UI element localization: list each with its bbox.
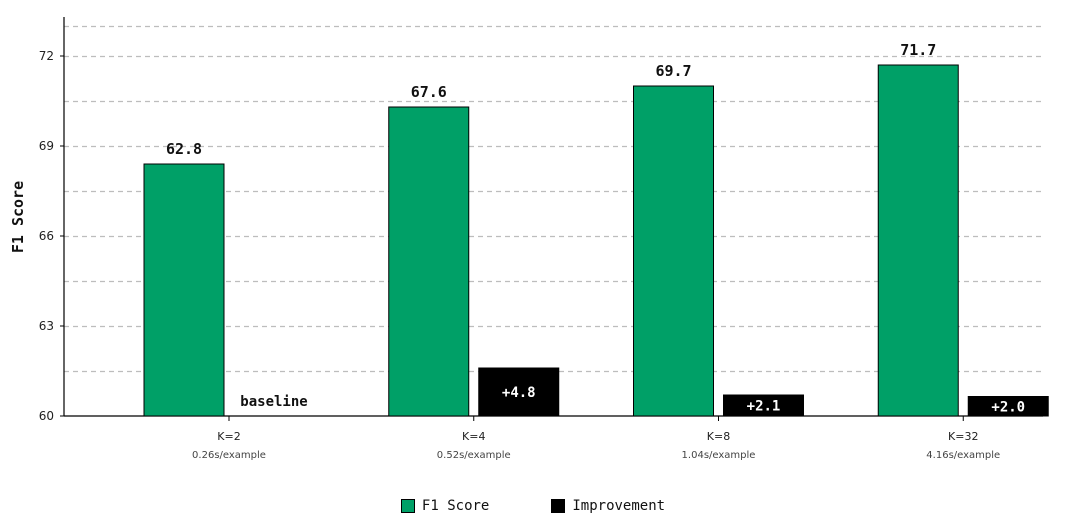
bar-f1-score: [388, 106, 470, 417]
improvement-value-label: +2.1: [747, 399, 781, 415]
bar-value-label: 62.8: [166, 140, 202, 158]
y-tick-label: 63: [39, 319, 54, 333]
bar-value-label: 67.6: [411, 83, 447, 101]
x-tick-sublabel: 0.52s/example: [437, 450, 511, 461]
legend-item-improvement: Improvement: [551, 498, 665, 514]
legend: F1 Score Improvement: [0, 498, 1066, 514]
legend-swatch-f1-score: [400, 499, 415, 513]
bar-value-label: 69.7: [655, 62, 691, 80]
y-tick-label: 69: [39, 139, 54, 153]
x-tick-label: K=32: [948, 430, 978, 443]
bar-value-label: 71.7: [900, 41, 936, 59]
baseline-label: baseline: [240, 394, 307, 410]
bar-improvement: [723, 394, 804, 417]
improvement-value-label: +4.8: [502, 385, 536, 401]
legend-item-f1-score: F1 Score: [400, 498, 490, 514]
bar-f1-score: [877, 64, 959, 417]
legend-label-improvement: Improvement: [572, 498, 666, 514]
x-tick-sublabel: 1.04s/example: [682, 450, 756, 461]
x-tick-sublabel: 4.16s/example: [926, 450, 1000, 461]
bar-chart: F1 Score 60 63 66 69 72 62.8 baseline K=2 0.26s/…: [9, 17, 1049, 461]
x-tick-label: K=8: [707, 430, 730, 443]
legend-swatch-improvement: [551, 499, 566, 513]
improvement-value-label: +2.0: [991, 399, 1025, 415]
x-tick-label: K=4: [462, 430, 485, 443]
y-tick-label: 72: [39, 49, 54, 63]
bar-f1-score: [143, 163, 225, 417]
bar-improvement: [478, 367, 560, 417]
bar-improvement: [967, 396, 1049, 417]
x-tick-sublabel: 0.26s/example: [192, 450, 266, 461]
bar-f1-score: [633, 85, 714, 417]
y-tick-label: 60: [39, 409, 54, 423]
x-tick-label: K=2: [217, 430, 240, 443]
y-tick-label: 66: [39, 229, 54, 243]
y-axis-title: F1 Score: [9, 181, 27, 253]
legend-label-f1-score: F1 Score: [421, 498, 490, 514]
